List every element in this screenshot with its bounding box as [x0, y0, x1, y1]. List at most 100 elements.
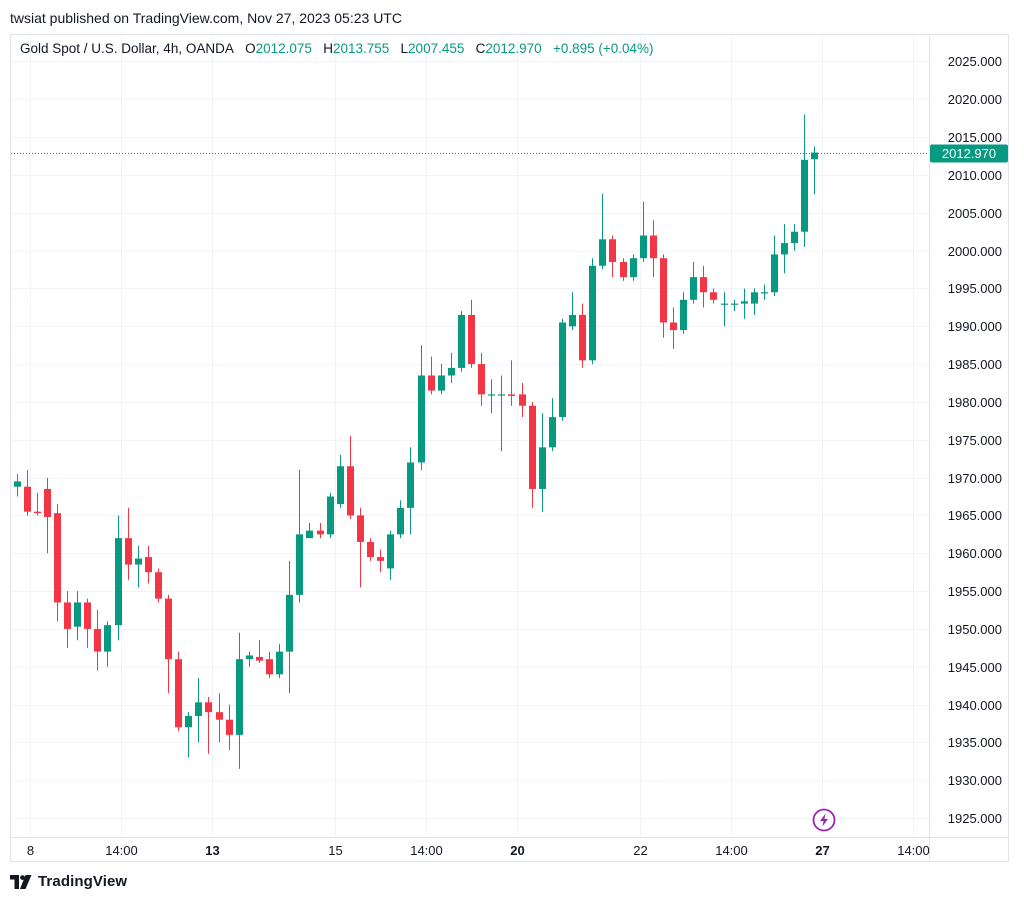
candle[interactable] — [761, 284, 768, 300]
candle[interactable] — [731, 299, 738, 312]
candle[interactable] — [54, 504, 61, 622]
price-tick-label: 2000.000 — [948, 244, 1002, 259]
candle[interactable] — [407, 447, 414, 535]
candle[interactable] — [498, 375, 505, 452]
candle-body — [620, 261, 627, 278]
time-axis[interactable]: 8 14:00 13 15 14:00 20 22 14:00 27 14:00 — [27, 843, 930, 858]
candle[interactable] — [327, 492, 334, 539]
candle-body — [630, 258, 637, 278]
candle[interactable] — [104, 621, 111, 667]
candle[interactable] — [377, 549, 384, 573]
candle[interactable] — [478, 352, 485, 406]
candle[interactable] — [579, 303, 586, 368]
candle[interactable] — [155, 568, 162, 603]
candles[interactable] — [14, 114, 818, 769]
candle[interactable] — [751, 288, 758, 315]
candle[interactable] — [185, 712, 192, 758]
candle[interactable] — [599, 193, 606, 270]
candle[interactable] — [347, 436, 354, 520]
candle[interactable] — [620, 258, 627, 281]
candle[interactable] — [549, 398, 556, 452]
candle[interactable] — [226, 704, 233, 750]
candle[interactable] — [811, 146, 818, 195]
candle-body — [418, 375, 425, 463]
candle[interactable] — [589, 258, 596, 365]
candle[interactable] — [205, 697, 212, 754]
candle[interactable] — [609, 235, 616, 278]
candle[interactable] — [145, 545, 152, 584]
candle[interactable] — [34, 492, 41, 516]
candle[interactable] — [569, 292, 576, 331]
candle[interactable] — [438, 364, 445, 395]
candle[interactable] — [24, 470, 31, 516]
candle[interactable] — [710, 288, 717, 304]
candle[interactable] — [791, 224, 798, 251]
candle[interactable] — [387, 530, 394, 580]
candle[interactable] — [74, 591, 81, 641]
candle-body — [226, 719, 233, 735]
candle[interactable] — [195, 678, 202, 743]
candle[interactable] — [458, 311, 465, 372]
tradingview-logo[interactable]: TradingView — [10, 873, 127, 890]
candle[interactable] — [44, 477, 51, 554]
candle[interactable] — [14, 473, 21, 497]
candle[interactable] — [367, 538, 374, 561]
candle[interactable] — [721, 292, 728, 327]
candle-body — [660, 258, 667, 323]
candle[interactable] — [64, 591, 71, 648]
candle[interactable] — [741, 288, 748, 319]
candle[interactable] — [488, 379, 495, 414]
candle-body — [670, 322, 677, 331]
candle-body — [296, 534, 303, 595]
candle[interactable] — [700, 265, 707, 308]
candle[interactable] — [781, 224, 788, 274]
candle[interactable] — [337, 454, 344, 508]
candle[interactable] — [529, 401, 536, 508]
candle[interactable] — [650, 220, 657, 278]
price-tick-label: 1990.000 — [948, 319, 1002, 334]
candle[interactable] — [660, 254, 667, 338]
price-tick-label: 2025.000 — [948, 54, 1002, 69]
candle[interactable] — [115, 515, 122, 641]
candle[interactable] — [539, 413, 546, 512]
time-tick-label: 14:00 — [410, 843, 443, 858]
candle[interactable] — [680, 292, 687, 334]
candle[interactable] — [84, 598, 91, 648]
candle[interactable] — [670, 307, 677, 349]
change-value: +0.895 (+0.04%) — [552, 41, 654, 56]
candle[interactable] — [357, 507, 364, 588]
candle[interactable] — [175, 651, 182, 732]
candle[interactable] — [94, 610, 101, 671]
candle[interactable] — [771, 235, 778, 297]
price-axis[interactable]: 1925.000 1930.000 1935.000 1940.000 1945.000… — [948, 54, 1002, 826]
candle[interactable] — [448, 352, 455, 384]
candle[interactable] — [640, 201, 647, 262]
candle[interactable] — [135, 545, 142, 588]
candle[interactable] — [428, 356, 435, 395]
candle[interactable] — [397, 500, 404, 539]
candle[interactable] — [418, 345, 425, 471]
candle[interactable] — [296, 470, 303, 603]
candle[interactable] — [276, 644, 283, 679]
candle[interactable] — [256, 640, 263, 663]
candle[interactable] — [508, 360, 515, 406]
candle[interactable] — [468, 299, 475, 368]
candle[interactable] — [236, 632, 243, 769]
candle[interactable] — [630, 254, 637, 281]
candle[interactable] — [125, 507, 132, 580]
candle-body — [519, 394, 526, 406]
candle[interactable] — [266, 651, 273, 679]
candle[interactable] — [246, 651, 253, 667]
flash-icon[interactable] — [812, 808, 836, 832]
candle[interactable] — [286, 560, 293, 694]
candle[interactable] — [317, 523, 324, 539]
candle[interactable] — [165, 594, 172, 694]
candle[interactable] — [690, 261, 697, 304]
candle[interactable] — [519, 383, 526, 418]
candle[interactable] — [306, 523, 313, 539]
candle[interactable] — [216, 693, 223, 743]
candle[interactable] — [801, 114, 808, 247]
candle[interactable] — [559, 318, 566, 421]
candle-body — [155, 572, 162, 599]
